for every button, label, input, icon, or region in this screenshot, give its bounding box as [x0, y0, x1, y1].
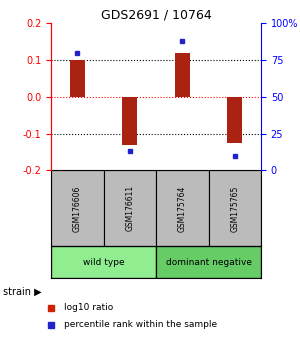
Text: GSM175765: GSM175765: [230, 185, 239, 232]
Bar: [156, 246, 261, 278]
Bar: [122, 97, 137, 145]
Bar: [208, 171, 261, 246]
Text: dominant negative: dominant negative: [166, 258, 251, 267]
Title: GDS2691 / 10764: GDS2691 / 10764: [100, 9, 212, 22]
Text: GSM175764: GSM175764: [178, 185, 187, 232]
Text: log10 ratio: log10 ratio: [64, 303, 114, 313]
Bar: [227, 97, 242, 143]
Bar: [70, 60, 85, 97]
Bar: [51, 246, 156, 278]
Bar: [156, 171, 208, 246]
Text: GSM176606: GSM176606: [73, 185, 82, 232]
Bar: [103, 171, 156, 246]
Text: strain ▶: strain ▶: [3, 287, 42, 297]
Text: GSM176611: GSM176611: [125, 185, 134, 232]
Text: percentile rank within the sample: percentile rank within the sample: [64, 320, 218, 330]
Bar: [175, 52, 190, 97]
Text: wild type: wild type: [83, 258, 124, 267]
Bar: [51, 171, 104, 246]
